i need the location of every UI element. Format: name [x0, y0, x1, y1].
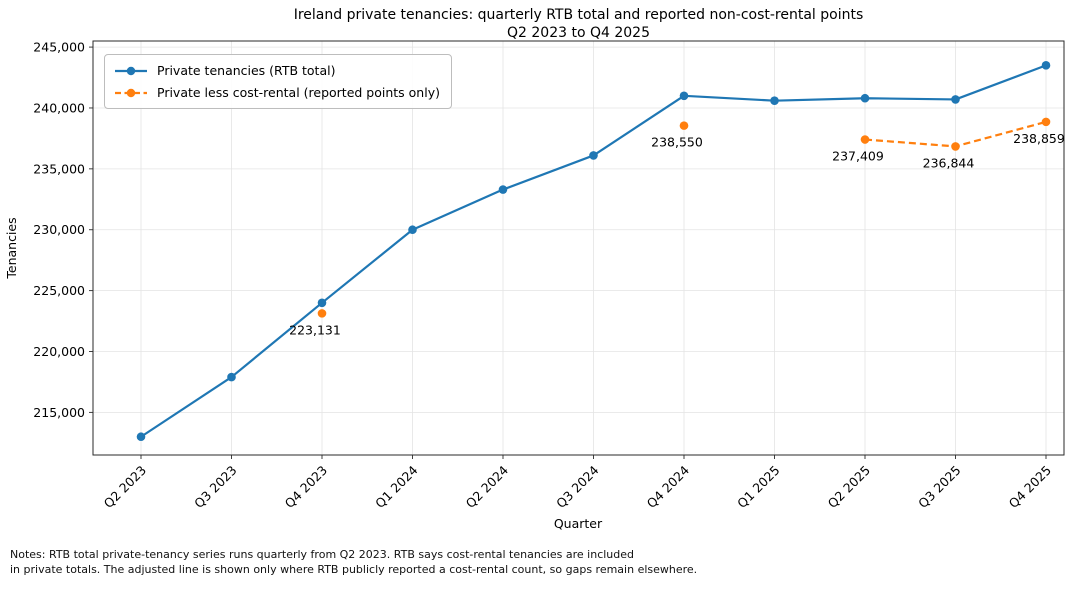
legend-dashed-line-icon	[115, 88, 147, 97]
point-annotation: 223,131	[289, 322, 341, 337]
data-point-marker	[679, 91, 689, 101]
point-annotation: 238,550	[651, 135, 703, 150]
data-point-marker	[408, 225, 417, 235]
chart-title-line2: Q2 2023 to Q4 2025	[507, 25, 650, 41]
x-tick-label: Q4 2025	[1006, 463, 1054, 511]
legend: Private tenancies (RTB total) Private le…	[104, 54, 452, 109]
data-point-marker	[860, 135, 870, 144]
legend-label: Private tenancies (RTB total)	[157, 63, 336, 78]
plot-area: 215,000 220,000 225,000 230,000 235,000 240,0…	[4, 40, 1065, 531]
data-point-marker	[317, 298, 327, 308]
y-tick-label: 215,000	[33, 405, 85, 420]
notes-line2: in private totals. The adjusted line is …	[10, 563, 698, 576]
data-point-marker	[860, 93, 870, 103]
data-point-marker	[589, 151, 598, 160]
plot-frame	[92, 40, 1065, 456]
data-point-marker	[1041, 61, 1051, 70]
data-point-marker	[317, 309, 327, 318]
y-tick-label: 225,000	[33, 283, 85, 298]
data-point-marker	[951, 142, 960, 151]
x-tick-label: Q4 2023	[282, 463, 330, 511]
x-tick-label: Q2 2023	[101, 463, 149, 511]
chart-title-line1: Ireland private tenancies: quarterly RTB…	[293, 7, 864, 23]
notes-line1: Notes: RTB total private-tenancy series …	[10, 548, 635, 561]
y-tick-label: 230,000	[33, 222, 85, 237]
chart-title: Ireland private tenancies: quarterly RTB…	[93, 6, 1064, 42]
y-axis-label: Tenancies	[4, 217, 19, 279]
x-tick-label: Q1 2024	[372, 462, 421, 511]
data-point-marker	[1041, 117, 1051, 127]
x-tick-label: Q3 2023	[191, 463, 239, 511]
point-annotation: 238,859	[1013, 131, 1065, 146]
y-tick-label: 240,000	[33, 100, 85, 115]
x-tick-label: Q2 2024	[463, 462, 512, 511]
y-tick-label: 235,000	[33, 161, 85, 176]
x-axis-label: Quarter	[554, 516, 603, 531]
legend-solid-line-icon	[115, 66, 147, 75]
legend-item-less-cost-rental: Private less cost-rental (reported point…	[113, 85, 440, 100]
x-tick-label: Q4 2024	[644, 462, 693, 511]
y-tick-label: 245,000	[33, 40, 85, 55]
data-point-marker	[136, 432, 146, 442]
data-point-marker	[227, 372, 236, 382]
point-annotation: 237,409	[832, 149, 884, 164]
chart-notes: Notes: RTB total private-tenancy series …	[10, 547, 697, 577]
legend-item-rtb-total: Private tenancies (RTB total)	[113, 63, 440, 78]
x-tick-label: Q2 2025	[825, 463, 873, 511]
x-tick-label: Q3 2025	[915, 463, 963, 511]
y-tick-label: 220,000	[33, 344, 85, 359]
x-tick-label: Q1 2025	[734, 463, 782, 511]
x-tick-label: Q3 2024	[553, 462, 602, 511]
data-point-marker	[498, 185, 508, 194]
data-point-marker	[770, 96, 779, 105]
data-point-marker	[679, 121, 689, 130]
legend-label: Private less cost-rental (reported point…	[157, 85, 440, 100]
point-annotation: 236,844	[923, 155, 975, 170]
data-point-marker	[951, 95, 960, 104]
